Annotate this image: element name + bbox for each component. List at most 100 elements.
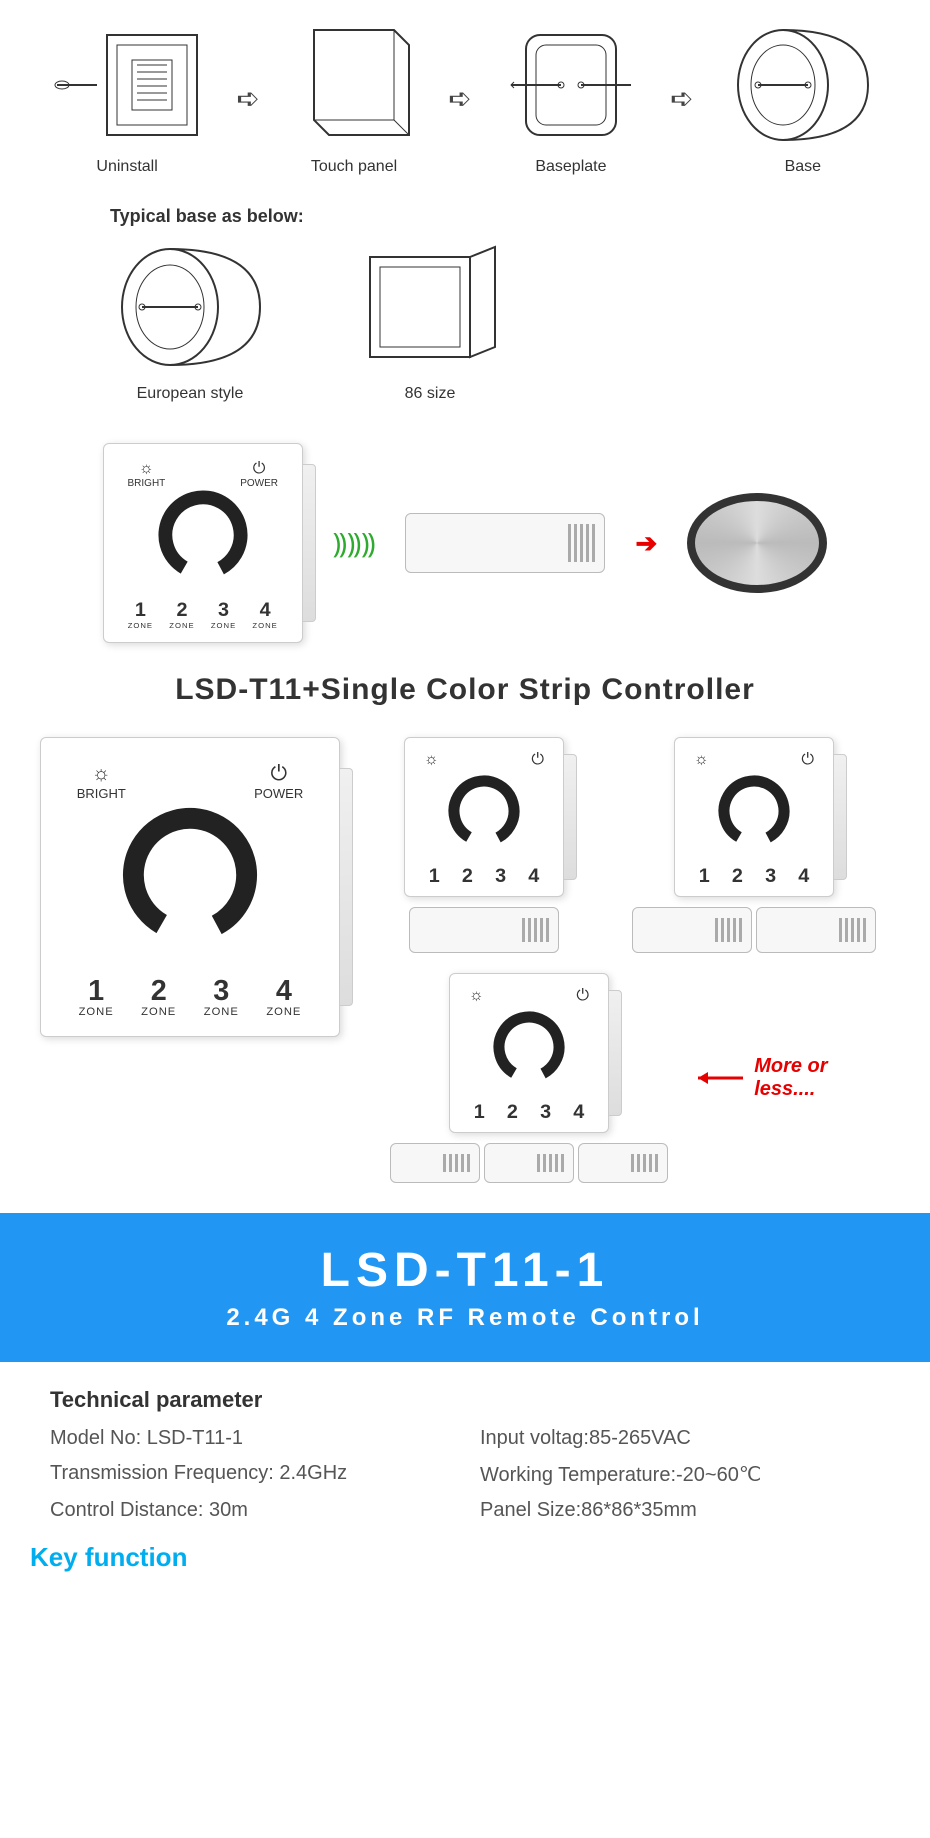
arrow-right-icon: ➪	[236, 82, 259, 115]
zone-label: ZONE	[79, 1006, 114, 1018]
power-icon: ⏻	[801, 751, 814, 769]
assembly-row: Uninstall ➪ Touch panel ➪ Baseplate ➪	[0, 0, 930, 186]
assembly-item-touchpanel: Touch panel	[294, 20, 414, 176]
zone-num: 2	[169, 601, 194, 621]
tech-cell: Model No: LSD-T11-1	[50, 1427, 450, 1450]
dimmer-ring-icon	[715, 771, 794, 850]
bright-icon: ☼	[77, 762, 126, 786]
bright-icon: ☼	[469, 987, 484, 1005]
zone-label: ZONE	[266, 1006, 301, 1018]
zone-num: 3	[211, 601, 236, 621]
led-controller	[390, 1143, 480, 1183]
zone-num: 1	[79, 977, 114, 1006]
zone-label: ZONE	[252, 621, 277, 630]
led-controller	[756, 907, 876, 953]
assembly-item-baseplate: Baseplate	[506, 20, 636, 176]
tech-cell: Panel Size:86*86*35mm	[480, 1499, 880, 1522]
dimmer-ring-icon	[445, 771, 524, 850]
tech-cell: Working Temperature:-20~60℃	[480, 1462, 880, 1487]
zone-num: 2	[462, 867, 473, 887]
power-icon: ⏻	[240, 460, 278, 478]
product-banner: LSD-T11-1 2.4G 4 Zone RF Remote Control	[0, 1213, 930, 1362]
base-caption: European style	[137, 385, 244, 403]
power-label: POWER	[254, 786, 303, 801]
tech-heading: Technical parameter	[50, 1387, 880, 1413]
touchpanel-diagram-icon	[294, 20, 414, 150]
zone-num: 1	[429, 867, 440, 887]
zone-label: ZONE	[211, 621, 236, 630]
touch-panel-small: ☼ ⏻ 1 2 3 4	[449, 973, 609, 1133]
product-chain-row: ☼BRIGHT ⏻POWER 1ZONE 2ZONE 3ZONE 4ZONE ⸩…	[0, 423, 930, 663]
base-european: European style	[110, 237, 270, 403]
assembly-caption: Base	[785, 158, 821, 176]
arrow-left-red-icon	[688, 1063, 746, 1093]
power-icon: ⏻	[576, 987, 589, 1005]
zone-label: ZONE	[204, 1006, 239, 1018]
power-icon: ⏻	[531, 751, 544, 769]
zone-num: 3	[540, 1103, 551, 1123]
zone-num: 3	[495, 867, 506, 887]
tech-cell: Transmission Frequency: 2.4GHz	[50, 1462, 450, 1487]
led-controller	[405, 513, 605, 573]
zone-num: 2	[732, 867, 743, 887]
baseplate-diagram-icon	[506, 20, 636, 150]
zone-num: 4	[573, 1103, 584, 1123]
wifi-signal-icon: ⸩⸩⸩	[333, 524, 376, 562]
bright-icon: ☼	[424, 751, 439, 769]
touch-panel-small: ☼ ⏻ 1 2 3 4	[404, 737, 564, 897]
dimmer-ring-icon	[490, 1007, 569, 1086]
led-controller	[578, 1143, 668, 1183]
product-grid: ☼BRIGHT ⏻POWER 1ZONE 2ZONE 3ZONE 4ZONE ☼…	[0, 737, 930, 1213]
arrow-right-icon: ➪	[670, 82, 693, 115]
base-caption: 86 size	[405, 385, 456, 403]
zone-num: 3	[204, 977, 239, 1006]
touch-panel-large: ☼BRIGHT ⏻POWER 1ZONE 2ZONE 3ZONE 4ZONE	[40, 737, 340, 1037]
zone-label: ZONE	[128, 621, 153, 630]
zone-num: 2	[507, 1103, 518, 1123]
led-strip-roll	[687, 493, 827, 593]
touch-panel-product: ☼BRIGHT ⏻POWER 1ZONE 2ZONE 3ZONE 4ZONE	[103, 443, 303, 643]
assembly-caption: Baseplate	[535, 158, 606, 176]
assembly-item-base: Base	[728, 20, 878, 176]
bright-label: BRIGHT	[77, 786, 126, 801]
assembly-caption: Touch panel	[311, 158, 397, 176]
base-86: 86 size	[350, 237, 510, 403]
bright-icon: ☼	[128, 460, 166, 478]
banner-subtitle: 2.4G 4 Zone RF Remote Control	[0, 1304, 930, 1332]
european-base-icon	[110, 237, 270, 377]
box86-icon	[350, 237, 510, 377]
tech-cell: Control Distance: 30m	[50, 1499, 450, 1522]
dimmer-ring-icon	[153, 486, 252, 585]
zone-num: 4	[252, 601, 277, 621]
zone-num: 3	[765, 867, 776, 887]
led-controller	[484, 1143, 574, 1183]
touch-panel-small: ☼ ⏻ 1 2 3 4	[674, 737, 834, 897]
zone-num: 1	[474, 1103, 485, 1123]
assembly-caption: Uninstall	[96, 158, 157, 176]
arrow-right-icon: ➪	[448, 82, 471, 115]
uninstall-diagram-icon	[52, 20, 202, 150]
tech-cell: Input voltag:85-265VAC	[480, 1427, 880, 1450]
zone-num: 2	[141, 977, 176, 1006]
key-function-heading: Key function	[0, 1542, 930, 1593]
zone-label: ZONE	[141, 1006, 176, 1018]
led-controller	[409, 907, 559, 953]
bright-icon: ☼	[694, 751, 709, 769]
dimmer-ring-icon	[116, 801, 265, 950]
zone-num: 1	[699, 867, 710, 887]
zone-num: 1	[128, 601, 153, 621]
power-icon: ⏻	[254, 762, 303, 786]
bases-row: European style 86 size	[0, 237, 930, 423]
zone-num: 4	[798, 867, 809, 887]
zone-label: ZONE	[169, 621, 194, 630]
typical-base-heading: Typical base as below:	[0, 186, 930, 237]
zone-num: 4	[528, 867, 539, 887]
banner-title: LSD-T11-1	[0, 1243, 930, 1298]
led-controller	[632, 907, 752, 953]
arrow-right-red-icon: ➔	[635, 528, 657, 559]
zone-num: 4	[266, 977, 301, 1006]
assembly-item-uninstall: Uninstall	[52, 20, 202, 176]
more-or-less-label: More or less....	[754, 1055, 890, 1101]
tech-parameters: Technical parameter Model No: LSD-T11-1 …	[0, 1362, 930, 1542]
base-diagram-icon	[728, 20, 878, 150]
